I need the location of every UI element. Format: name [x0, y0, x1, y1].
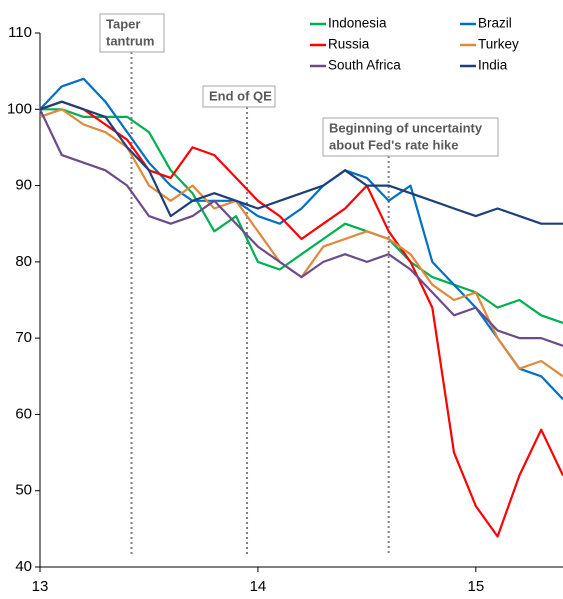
series-line	[39, 100, 563, 538]
annotation-text: tantrum	[106, 33, 154, 48]
y-tick-label: 80	[15, 253, 32, 270]
legend-label: South Africa	[328, 58, 401, 73]
annotation-text: about Fed's rate hike	[329, 137, 459, 152]
y-tick-label: 70	[15, 329, 32, 346]
legend-label: Brazil	[478, 16, 512, 31]
y-tick-label: 60	[15, 405, 32, 422]
annotation-text: End of QE	[209, 88, 272, 103]
legend-label: Russia	[328, 37, 370, 52]
y-tick-label: 90	[15, 177, 32, 194]
y-tick-label: 100	[7, 100, 32, 117]
series-line	[39, 100, 563, 225]
legend-label: Indonesia	[328, 16, 387, 31]
legend-label: India	[478, 58, 508, 73]
annotation-text: Beginning of uncertainty	[329, 120, 483, 135]
annotation-box	[322, 117, 499, 157]
y-tick-label: 110	[8, 24, 32, 41]
x-tick-label: 13	[32, 578, 49, 595]
y-tick-label: 40	[15, 558, 32, 575]
series-line	[39, 108, 563, 347]
annotation-box	[202, 85, 276, 108]
x-tick-label: 14	[250, 578, 267, 595]
y-tick-label: 50	[15, 482, 32, 499]
annotation-text: Taper	[106, 16, 140, 31]
legend-label: Turkey	[478, 37, 519, 52]
annotation-box	[99, 13, 165, 53]
x-tick-label: 15	[467, 578, 484, 595]
